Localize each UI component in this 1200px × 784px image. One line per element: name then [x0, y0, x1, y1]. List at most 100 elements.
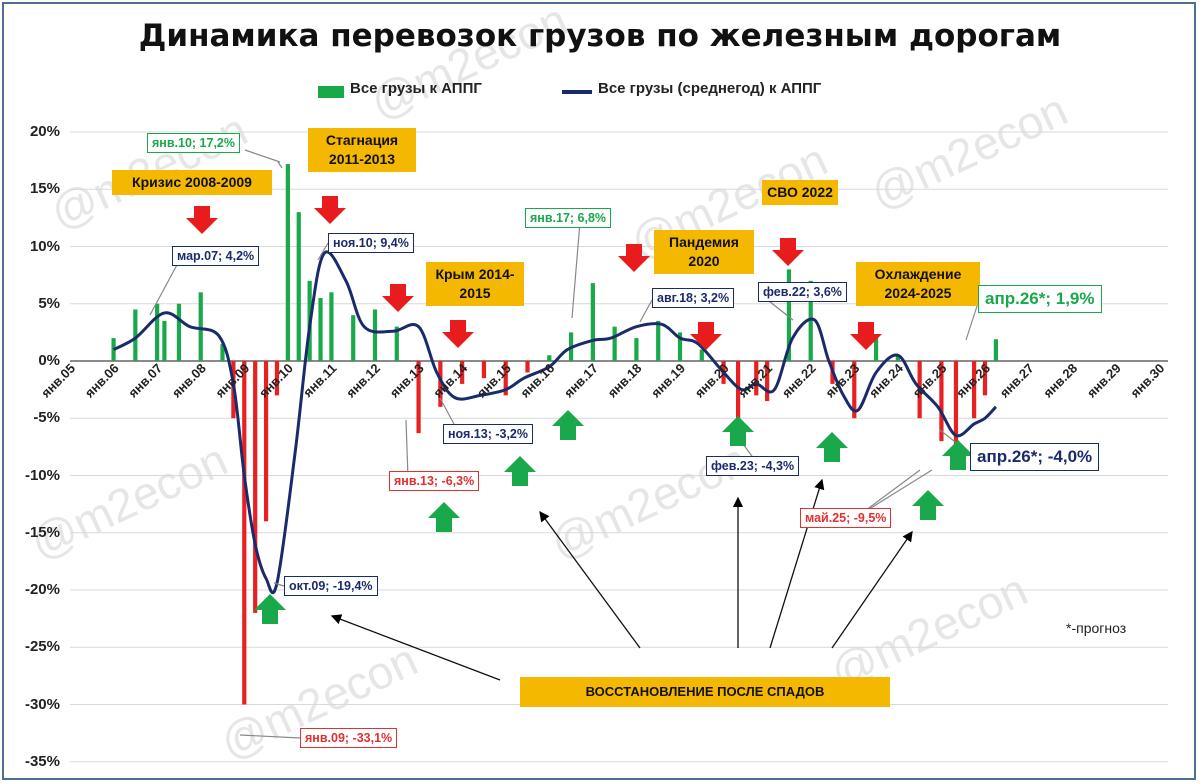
legend-line-swatch — [562, 90, 592, 94]
down-arrow-icon — [382, 284, 414, 312]
recovery-arrow — [539, 510, 641, 649]
x-tick-label: янв.25 — [910, 361, 950, 401]
bar — [699, 349, 704, 361]
label-nov10: ноя.10; 9,4% — [328, 233, 414, 253]
leader-line — [273, 582, 285, 587]
up-arrow-icon — [816, 432, 848, 462]
forecast-note: *-прогноз — [1066, 620, 1127, 636]
bar — [735, 361, 741, 424]
down-arrow-icon — [690, 322, 722, 350]
x-tick-label: янв.13 — [387, 361, 427, 401]
y-tick-label: -30% — [24, 695, 60, 713]
leader-line — [277, 161, 283, 169]
recovery-note: ВОССТАНОВЛЕНИЕ ПОСЛЕ СПАДОВ — [520, 677, 890, 707]
bar — [176, 303, 182, 361]
y-tick-label: 5% — [38, 294, 60, 312]
up-arrow-icon — [552, 410, 584, 440]
bar — [253, 361, 258, 613]
bar — [481, 361, 487, 379]
bar — [242, 361, 247, 705]
up-arrow-icon — [504, 456, 536, 486]
label-jan13: янв.13; -6,3% — [389, 471, 480, 491]
bar — [852, 361, 857, 419]
down-arrow-icon — [186, 206, 218, 234]
event-stagnation: Стагнация 2011-2013 — [308, 128, 416, 172]
up-arrow-icon — [942, 440, 974, 470]
bar — [590, 283, 595, 361]
down-arrow-icon — [442, 320, 474, 348]
x-tick-label: янв.19 — [648, 361, 688, 401]
chart-title: Динамика перевозок грузов по железным до… — [138, 18, 1062, 54]
bar — [318, 298, 323, 361]
bar — [754, 361, 759, 396]
x-tick-label: янв.28 — [1040, 361, 1080, 401]
event-pandemic: Пандемия 2020 — [654, 230, 754, 274]
bar — [953, 361, 959, 470]
leader-line — [405, 419, 409, 479]
bar — [155, 303, 160, 361]
bar — [786, 269, 792, 361]
bar — [982, 361, 988, 396]
label-aug18: авг.18; 3,2% — [652, 288, 735, 308]
up-arrow-icon — [428, 502, 460, 532]
bar — [372, 309, 378, 361]
bar — [677, 332, 683, 361]
event-svo: СВО 2022 — [762, 180, 838, 205]
x-tick-label: янв.12 — [343, 361, 383, 401]
label-jan17: янв.17; 6,8% — [525, 208, 612, 228]
bar — [972, 361, 977, 419]
bar — [656, 320, 661, 361]
bar — [274, 361, 280, 396]
recovery-arrow — [831, 530, 913, 649]
up-arrow-icon — [722, 416, 754, 446]
bar — [634, 338, 639, 361]
bar — [895, 355, 900, 361]
x-tick-label: янв.15 — [474, 361, 514, 401]
label-jan09: янв.09; -33,1% — [300, 728, 398, 748]
x-tick-label: янв.16 — [517, 361, 557, 401]
bar — [460, 361, 465, 384]
leader-line — [239, 734, 301, 739]
bar — [285, 164, 290, 361]
bar — [394, 326, 399, 361]
bar — [939, 361, 944, 442]
recovery-arrow — [769, 478, 825, 649]
leader-line — [244, 149, 281, 163]
label-oct09: окт.09; -19,4% — [284, 576, 378, 596]
event-cooling: Охлаждение 2024-2025 — [856, 262, 980, 306]
y-tick-label: 15% — [29, 180, 60, 198]
y-tick-label: -20% — [24, 581, 60, 598]
x-tick-label: янв.22 — [779, 361, 819, 401]
bar — [220, 343, 225, 361]
down-arrow-icon — [314, 196, 346, 224]
label-mar07: мар.07; 4,2% — [172, 246, 260, 266]
recovery-arrow — [330, 614, 501, 681]
label-nov13: ноя.13; -3,2% — [443, 424, 533, 444]
down-arrow-icon — [850, 322, 882, 350]
event-crisis-2008: Кризис 2008-2009 — [112, 170, 272, 195]
label-jan10: янв.10; 17,2% — [147, 133, 240, 153]
label-apr26-line: апр.26*; -4,0% — [970, 443, 1100, 471]
y-tick-label: -5% — [33, 409, 60, 427]
x-tick-label: янв.07 — [125, 361, 165, 401]
leader-line — [439, 397, 455, 425]
down-arrow-icon — [772, 238, 804, 266]
bar — [438, 361, 443, 407]
bar — [416, 361, 421, 434]
x-tick-label: янв.06 — [82, 361, 122, 401]
leader-line — [149, 262, 179, 316]
x-tick-label: янв.27 — [997, 361, 1037, 401]
x-tick-label: янв.05 — [38, 361, 78, 401]
y-tick-label: 20% — [29, 123, 60, 140]
event-crimea: Крым 2014-2015 — [426, 262, 524, 306]
leader-line — [317, 242, 329, 261]
y-tick-label: -15% — [24, 523, 60, 541]
y-tick-label: 0% — [38, 352, 60, 369]
y-tick-label: -35% — [24, 752, 60, 770]
y-tick-label: 10% — [29, 237, 60, 255]
bar — [198, 292, 203, 361]
bar — [765, 361, 770, 402]
